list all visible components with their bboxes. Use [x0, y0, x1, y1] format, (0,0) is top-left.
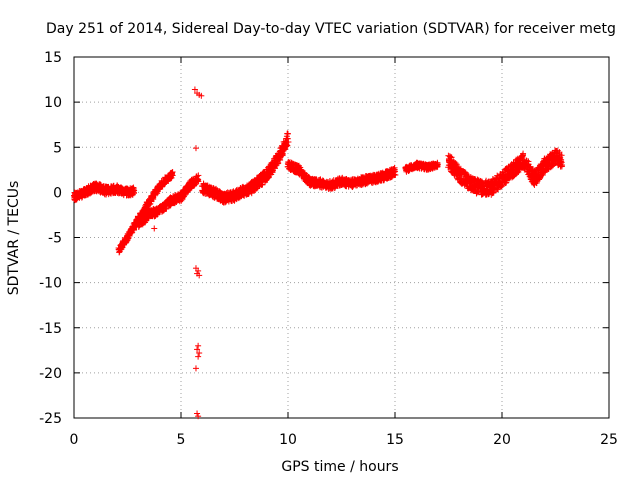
y-tick-label: -20: [39, 366, 62, 382]
data-point: [284, 130, 291, 137]
data-points: [71, 86, 566, 420]
x-tick-label: 25: [600, 432, 618, 448]
outlier-point: [194, 410, 201, 417]
grid-lines: [74, 57, 609, 418]
x-tick-label: 10: [279, 432, 297, 448]
data-point: [281, 146, 288, 153]
outlier-point: [192, 145, 199, 152]
chart-title: Day 251 of 2014, Sidereal Day-to-day VTE…: [46, 21, 616, 37]
outlier-point: [195, 353, 202, 360]
y-tick-labels: -25 -20 -15 -10 -5 0 5 10 15: [39, 50, 62, 427]
x-axis-label: GPS time / hours: [281, 459, 398, 475]
x-tick-label: 0: [70, 432, 79, 448]
outlier-point: [195, 342, 202, 349]
data-point: [284, 142, 291, 149]
data-point: [169, 172, 176, 179]
y-tick-label: 10: [44, 95, 62, 111]
x-tick-label: 5: [177, 432, 186, 448]
data-point: [135, 223, 142, 230]
x-tick-label: 15: [386, 432, 404, 448]
data-point: [248, 190, 255, 197]
y-tick-label: 0: [53, 185, 62, 201]
x-tick-labels: 0 5 10 15 20 25: [70, 432, 618, 448]
x-tick-label: 20: [493, 432, 511, 448]
y-tick-label: -5: [48, 231, 62, 247]
y-axis-label: SDTVAR / TECUs: [6, 181, 22, 296]
y-tick-label: -25: [39, 411, 62, 427]
y-tick-label: 5: [53, 140, 62, 156]
y-tick-label: 15: [44, 50, 62, 66]
data-point: [148, 195, 155, 202]
data-point: [195, 178, 202, 185]
y-tick-label: -10: [39, 276, 62, 292]
axis-ticks: [73, 56, 610, 419]
data-point: [285, 138, 292, 145]
y-tick-label: -15: [39, 321, 62, 337]
outlier-point: [192, 365, 199, 372]
outlier-point: [151, 225, 158, 232]
data-point: [275, 160, 282, 167]
data-point: [130, 189, 137, 196]
